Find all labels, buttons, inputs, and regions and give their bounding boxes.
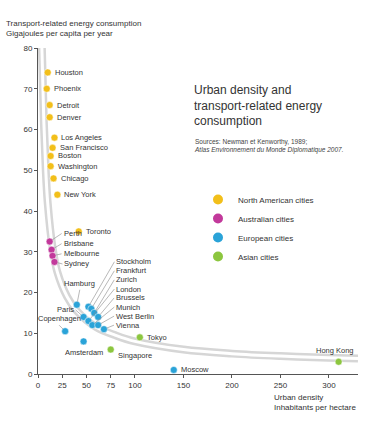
svg-text:Perth: Perth xyxy=(64,229,82,238)
svg-text:Moscow: Moscow xyxy=(181,365,209,374)
svg-text:150: 150 xyxy=(177,381,191,390)
svg-text:Frankfurt: Frankfurt xyxy=(116,266,147,275)
svg-text:Brisbane: Brisbane xyxy=(64,239,94,248)
svg-text:Denver: Denver xyxy=(57,113,82,122)
svg-text:Urban density andtransport-rel: Urban density andtransport-related energ… xyxy=(194,83,322,128)
svg-text:100: 100 xyxy=(128,381,142,390)
svg-text:Toronto: Toronto xyxy=(86,227,111,236)
svg-text:10: 10 xyxy=(23,329,32,338)
svg-text:European cities: European cities xyxy=(238,234,293,243)
svg-text:West Berlin: West Berlin xyxy=(116,312,154,321)
svg-text:80: 80 xyxy=(23,44,32,53)
svg-text:250: 250 xyxy=(274,381,288,390)
svg-text:70: 70 xyxy=(23,85,32,94)
svg-text:Munich: Munich xyxy=(116,303,140,312)
svg-text:Boston: Boston xyxy=(58,151,81,160)
svg-text:0: 0 xyxy=(28,370,33,379)
svg-text:40: 40 xyxy=(23,207,32,216)
svg-text:Melbourne: Melbourne xyxy=(64,249,99,258)
svg-text:75: 75 xyxy=(106,381,115,390)
svg-text:Detroit: Detroit xyxy=(57,101,80,110)
svg-text:Los Angeles: Los Angeles xyxy=(61,133,102,142)
svg-text:60: 60 xyxy=(23,125,32,134)
svg-text:Hamburg: Hamburg xyxy=(64,279,95,288)
svg-text:Transport-related energy consu: Transport-related energy consumptionGiga… xyxy=(6,19,141,38)
svg-text:Copenhagen: Copenhagen xyxy=(38,314,81,323)
svg-text:20: 20 xyxy=(23,288,32,297)
svg-text:30: 30 xyxy=(23,248,32,257)
svg-text:Urban densityInhabitants per h: Urban densityInhabitants per hectare xyxy=(274,393,356,412)
svg-text:Brussels: Brussels xyxy=(116,293,145,302)
svg-text:Hong Kong: Hong Kong xyxy=(316,346,354,355)
svg-text:Chicago: Chicago xyxy=(61,174,89,183)
svg-text:North American cities: North American cities xyxy=(238,196,314,205)
svg-text:Australian cities: Australian cities xyxy=(238,215,294,224)
svg-text:Houston: Houston xyxy=(55,68,83,77)
svg-text:Zurich: Zurich xyxy=(116,275,137,284)
svg-text:Sources: Newman et Kenworthy,: Sources: Newman et Kenworthy, 1989;Atlas… xyxy=(194,138,344,154)
svg-text:Asian cities: Asian cities xyxy=(238,253,278,262)
svg-text:Paris: Paris xyxy=(57,305,74,314)
svg-text:Washington: Washington xyxy=(58,162,97,171)
svg-text:Phoenix: Phoenix xyxy=(54,84,81,93)
svg-text:50: 50 xyxy=(23,166,32,175)
svg-text:0: 0 xyxy=(36,381,41,390)
svg-text:Vienna: Vienna xyxy=(116,321,140,330)
svg-text:Tokyo: Tokyo xyxy=(147,333,167,342)
svg-text:Stockholm: Stockholm xyxy=(116,257,151,266)
svg-text:50: 50 xyxy=(82,381,91,390)
svg-text:London: London xyxy=(116,285,141,294)
svg-text:San Francisco: San Francisco xyxy=(60,143,108,152)
svg-text:25: 25 xyxy=(58,381,67,390)
svg-text:Amsterdam: Amsterdam xyxy=(65,348,103,357)
svg-text:New York: New York xyxy=(64,190,96,199)
svg-text:300: 300 xyxy=(322,381,336,390)
svg-text:Singapore: Singapore xyxy=(118,351,152,360)
svg-text:Sydney: Sydney xyxy=(64,259,89,268)
svg-text:200: 200 xyxy=(225,381,239,390)
